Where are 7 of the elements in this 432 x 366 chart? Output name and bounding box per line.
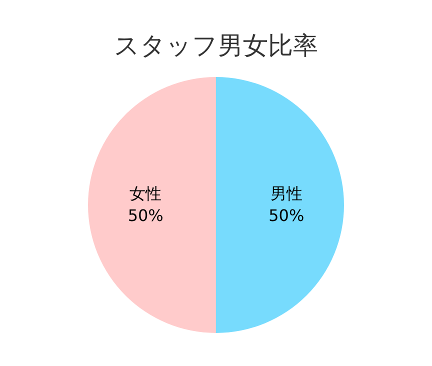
slice-label: 男性 — [270, 184, 302, 203]
data-label: 50% — [128, 206, 164, 225]
pie-slice — [216, 77, 344, 333]
chart-title: スタッフ男女比率 — [114, 31, 318, 60]
pie-slice — [88, 77, 216, 333]
slice-label: 女性 — [130, 184, 162, 203]
data-label: 50% — [268, 206, 304, 225]
